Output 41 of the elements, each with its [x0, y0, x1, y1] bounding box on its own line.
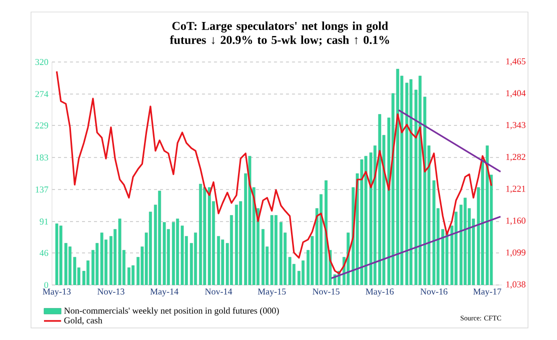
y-tick-label: 229: [35, 122, 48, 128]
bar: [320, 194, 322, 285]
legend-label: Gold, cash: [64, 317, 102, 325]
y-tick-label: 137: [36, 186, 48, 193]
y-tick-label: 274: [35, 91, 48, 98]
y-tick-label: 183: [36, 154, 48, 161]
chart-title: CoT: Large speculators' net longs in gold futures ↓ 20.9% to 5-wk low; cash ↑ 0.1%: [170, 22, 390, 46]
bar: [409, 79, 412, 285]
y2-tick-label: 1,282: [506, 154, 526, 162]
bar: [148, 212, 152, 285]
legend-label: Non-commercials' weekly net position in gold futures (000): [64, 307, 279, 316]
y2-tick-label: 1,038: [506, 281, 526, 289]
bar: [302, 260, 305, 285]
bar: [55, 224, 58, 285]
x-tick-label: May-16: [366, 288, 394, 296]
x-tick-label: May-17: [473, 288, 502, 296]
y2-tick-label: 1,404: [506, 90, 526, 98]
bar: [172, 222, 175, 285]
y2-tick-label: 1,160: [506, 218, 526, 225]
x-tick-label: May-14: [150, 288, 178, 296]
bar: [464, 198, 467, 285]
bar: [432, 180, 436, 285]
x-tick-label: Nov-15: [312, 288, 340, 295]
x-tick-label: Nov-13: [97, 288, 124, 295]
x-tick-label: Nov-14: [205, 288, 232, 295]
y-tick-label: 46: [40, 250, 48, 256]
y-tick-label: 0: [44, 282, 48, 288]
y2-tick-label: 1,221: [506, 186, 526, 194]
x-tick-label: May-13: [42, 288, 71, 296]
y2-tick-label: 1,465: [506, 58, 526, 66]
y-tick-label: 91: [40, 218, 48, 225]
bar: [127, 267, 130, 285]
bar: [248, 156, 252, 285]
bar: [132, 265, 134, 285]
x-tick-label: May-15: [258, 288, 286, 296]
y-tick-label: 320: [35, 58, 48, 66]
bar: [324, 180, 328, 285]
line-series: [56, 70, 492, 274]
y2-tick-label: 1,343: [506, 122, 526, 130]
x-tick-label: Nov-16: [420, 288, 448, 295]
y2-tick-label: 1,099: [506, 249, 526, 257]
